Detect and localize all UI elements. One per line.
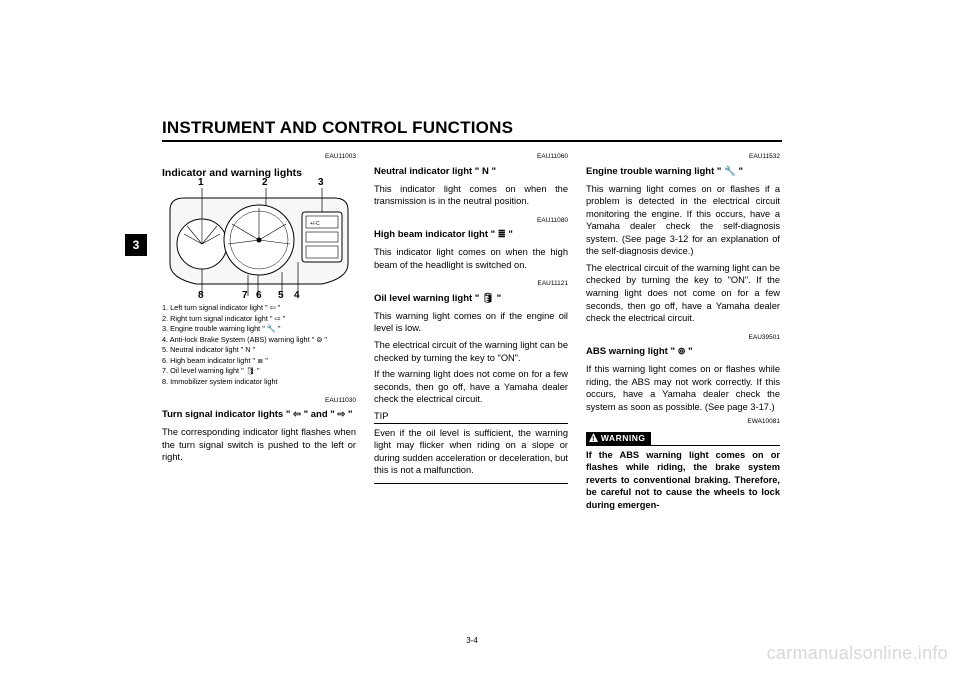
legend-item: 1. Left turn signal indicator light " ⇦ … bbox=[162, 303, 356, 314]
section-heading: Indicator and warning lights bbox=[162, 166, 356, 180]
tip-end-rule bbox=[374, 483, 568, 484]
warning-triangle-icon: ! bbox=[589, 433, 598, 442]
callout-5: 5 bbox=[278, 289, 284, 303]
body-text: This warning light comes on if the engin… bbox=[374, 310, 568, 335]
callout-3: 3 bbox=[318, 176, 324, 190]
legend-item: 3. Engine trouble warning light " 🔧 " bbox=[162, 324, 356, 335]
callout-1: 1 bbox=[198, 176, 204, 190]
legend-item: 5. Neutral indicator light " N " bbox=[162, 345, 356, 356]
legend-item: 8. Immobilizer system indicator light bbox=[162, 377, 356, 388]
column-2: EAU11060 Neutral indicator light " N " T… bbox=[374, 152, 568, 515]
legend-item: 2. Right turn signal indicator light " ⇨… bbox=[162, 314, 356, 325]
legend-item: 6. High beam indicator light " ≣ " bbox=[162, 356, 356, 367]
svg-text:!: ! bbox=[592, 436, 595, 442]
doc-code: EAU39501 bbox=[586, 333, 780, 343]
callout-6: 6 bbox=[256, 289, 262, 303]
body-text: This warning light comes on or flashes i… bbox=[586, 183, 780, 258]
doc-code: EAU11030 bbox=[162, 396, 356, 406]
tip-label: TIP bbox=[374, 410, 388, 423]
body-text: The corresponding indicator light flashe… bbox=[162, 426, 356, 464]
figure-legend: 1. Left turn signal indicator light " ⇦ … bbox=[162, 303, 356, 388]
column-3: EAU11532 Engine trouble warning light " … bbox=[586, 152, 780, 515]
body-text: The electrical circuit of the warning li… bbox=[586, 262, 780, 325]
manual-page: INSTRUMENT AND CONTROL FUNCTIONS EAU1100… bbox=[162, 118, 782, 648]
body-text: This indicator light comes on when the t… bbox=[374, 183, 568, 208]
tip-text: Even if the oil level is sufficient, the… bbox=[374, 427, 568, 477]
content-columns: EAU11003 Indicator and warning lights bbox=[162, 152, 782, 515]
doc-code: EAU11003 bbox=[162, 152, 356, 162]
legend-item: 7. Oil level warning light " 🛢 " bbox=[162, 366, 356, 377]
chapter-title: INSTRUMENT AND CONTROL FUNCTIONS bbox=[162, 118, 782, 142]
section-tab: 3 bbox=[125, 234, 147, 256]
svg-text:+/-C: +/-C bbox=[310, 221, 320, 227]
doc-code: EWA10081 bbox=[586, 417, 780, 427]
subsection-heading: High beam indicator light " ≣ " bbox=[374, 229, 568, 242]
column-1: EAU11003 Indicator and warning lights bbox=[162, 152, 356, 515]
callout-8: 8 bbox=[198, 289, 204, 303]
body-text: The electrical circuit of the warning li… bbox=[374, 339, 568, 364]
warning-text: If the ABS warning light comes on or fla… bbox=[586, 449, 780, 512]
subsection-heading: Engine trouble warning light " 🔧 " bbox=[586, 166, 780, 179]
body-text: If this warning light comes on or flashe… bbox=[586, 363, 780, 413]
subsection-heading: ABS warning light " ⊚ " bbox=[586, 346, 780, 359]
body-text: If the warning light does not come on fo… bbox=[374, 368, 568, 406]
watermark: carmanualsonline.info bbox=[767, 643, 948, 664]
doc-code: EAU11080 bbox=[374, 216, 568, 226]
subsection-heading: Neutral indicator light " N " bbox=[374, 166, 568, 179]
legend-item: 4. Anti-lock Brake System (ABS) warning … bbox=[162, 335, 356, 346]
subsection-heading: Turn signal indicator lights " ⇦ " and "… bbox=[162, 409, 356, 422]
warning-label: ! WARNING bbox=[586, 432, 651, 445]
page-number: 3-4 bbox=[162, 636, 782, 645]
callout-4: 4 bbox=[294, 289, 300, 303]
instrument-cluster-figure: +/-C 1 2 3 8 7 6 5 bbox=[162, 184, 356, 299]
tip-rule: TIP bbox=[374, 410, 568, 424]
callout-2: 2 bbox=[262, 176, 268, 190]
doc-code: EAU11532 bbox=[586, 152, 780, 162]
gauge-diagram: +/-C bbox=[162, 184, 356, 299]
subsection-heading: Oil level warning light " 🛢 " bbox=[374, 293, 568, 306]
warning-rule: ! WARNING bbox=[586, 431, 780, 445]
warning-label-text: WARNING bbox=[601, 433, 646, 443]
callout-7: 7 bbox=[242, 289, 248, 303]
doc-code: EAU11121 bbox=[374, 279, 568, 289]
body-text: This indicator light comes on when the h… bbox=[374, 246, 568, 271]
doc-code: EAU11060 bbox=[374, 152, 568, 162]
